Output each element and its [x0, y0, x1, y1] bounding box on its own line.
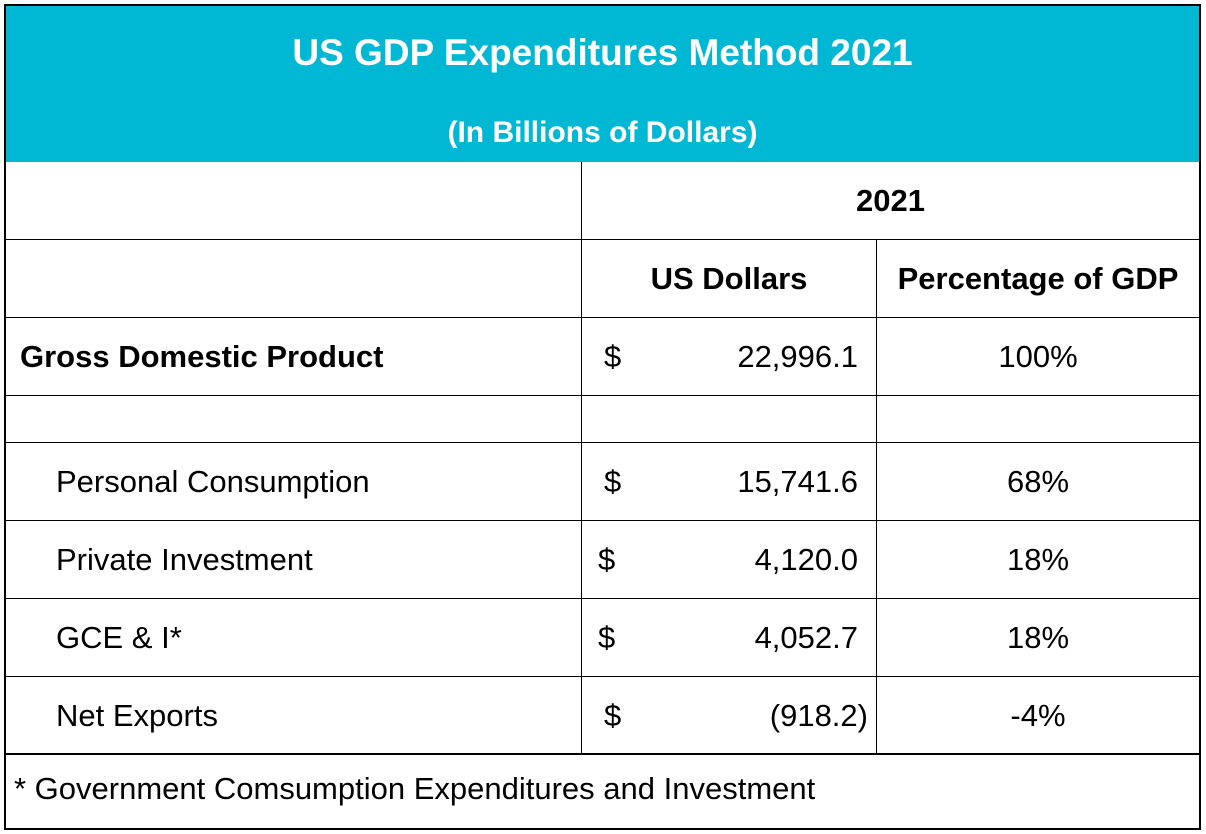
table-subtitle: (In Billions of Dollars): [447, 116, 758, 149]
row-value: 4,052.7: [754, 619, 858, 655]
row-currency: $: [604, 697, 622, 733]
row-divider: [6, 442, 1199, 443]
row-percent: 18%: [1006, 541, 1070, 577]
row-divider: [6, 239, 1199, 240]
row-divider: [6, 598, 1199, 599]
row-divider: [6, 676, 1199, 677]
row-currency: $: [598, 541, 616, 577]
column-divider: [581, 162, 582, 754]
column-header-percent: Percentage of GDP: [897, 260, 1179, 296]
row-label: Private Investment: [56, 541, 313, 577]
table-header: US GDP Expenditures Method 2021 (In Bill…: [6, 6, 1199, 162]
gdp-row-currency: $: [604, 338, 622, 374]
column-divider: [876, 239, 877, 754]
column-header-usd: US Dollars: [650, 260, 808, 296]
row-percent: -4%: [1010, 697, 1066, 733]
row-value: 4,120.0: [754, 541, 858, 577]
row-percent: 68%: [1006, 463, 1070, 499]
gdp-row-value: 22,996.1: [737, 338, 858, 374]
year-header: 2021: [856, 182, 925, 218]
gdp-table-frame: US GDP Expenditures Method 2021 (In Bill…: [4, 4, 1201, 830]
footnote: * Government Comsumption Expenditures an…: [14, 771, 816, 806]
row-label: Net Exports: [56, 697, 218, 733]
row-currency: $: [604, 463, 622, 499]
row-value: 15,741.6: [737, 463, 858, 499]
row-divider: [6, 520, 1199, 521]
row-percent: 18%: [1006, 619, 1070, 655]
row-label: GCE & I*: [56, 619, 182, 655]
row-divider: [6, 317, 1199, 318]
gdp-row-label: Gross Domestic Product: [20, 338, 384, 374]
gdp-row-percent: 100%: [998, 338, 1078, 374]
row-divider: [6, 395, 1199, 396]
row-divider: [6, 753, 1199, 755]
table-title: US GDP Expenditures Method 2021: [292, 32, 913, 73]
row-value: (918.2): [769, 697, 868, 733]
row-label: Personal Consumption: [56, 463, 370, 499]
row-currency: $: [598, 619, 616, 655]
